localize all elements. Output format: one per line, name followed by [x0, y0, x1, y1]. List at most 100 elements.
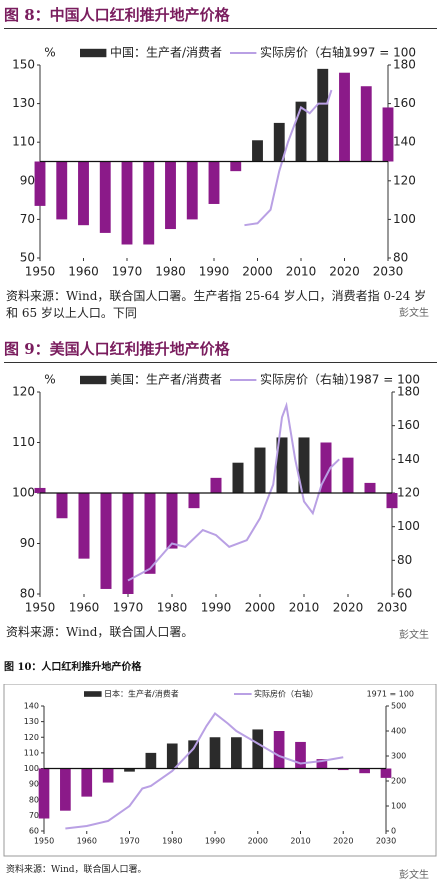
bar: [295, 741, 306, 769]
y-tick-label: 110: [12, 435, 35, 449]
x-tick-label: 2000: [245, 601, 276, 615]
x-tick-label: 1950: [25, 265, 56, 279]
chart: 60 70 80 90 100 110 120 130 140 0 100 200 300 400 500 1…: [3, 684, 437, 857]
y2-tick-label: 500: [391, 702, 406, 711]
x-tick-label: 1960: [69, 601, 100, 615]
bar: [145, 752, 157, 769]
y2-tick-label: 120: [397, 486, 420, 500]
bar: [144, 493, 156, 574]
bar: [360, 86, 372, 162]
legend-label: 实际房价（右轴）: [260, 45, 356, 60]
bar: [166, 743, 178, 769]
bar: [273, 731, 285, 769]
bar: [320, 442, 332, 493]
bar: [295, 101, 307, 162]
legend-swatch: [80, 375, 107, 385]
bar: [124, 768, 135, 772]
source-note: 资料来源：Wind，联合国人口署。生产者指 25-64 岁人口，消费者指 0-2…: [6, 289, 427, 321]
bar: [252, 729, 264, 769]
y2-tick-label: 180: [393, 58, 416, 72]
y-tick-label: 150: [12, 58, 35, 72]
y-tick-label: 130: [12, 96, 35, 110]
chart: 50 70 90 110 130 150 80 100 120 140 160 180 1950 1960…: [12, 45, 416, 279]
y-tick-label: 140: [24, 702, 39, 711]
bar: [60, 768, 71, 811]
bar: [380, 768, 392, 778]
y-tick-label: 90: [20, 536, 35, 550]
bar: [143, 161, 155, 245]
bar: [166, 493, 178, 549]
bar: [81, 768, 93, 797]
bar: [382, 107, 394, 162]
bar: [209, 737, 221, 769]
x-tick-label: 2020: [329, 265, 360, 279]
y-axis-label: %: [44, 46, 55, 60]
bar: [359, 768, 370, 774]
bar: [298, 437, 310, 493]
bar: [386, 493, 398, 509]
y-tick-label: 90: [20, 173, 35, 187]
legend-label: 日本：生产者/消费者: [104, 689, 179, 699]
x-tick-label: 2000: [248, 837, 268, 846]
y-tick-label: 110: [24, 748, 39, 757]
chart-title: 图 10：人口红利推升地产价格: [4, 662, 142, 673]
x-tick-label: 1950: [25, 601, 56, 615]
bar: [231, 737, 242, 769]
line: [127, 401, 340, 582]
y2-tick-label: 140: [397, 452, 420, 466]
watermark: 彭文生: [399, 630, 429, 641]
bar: [38, 768, 50, 819]
base-note: 1997 = 100: [345, 46, 416, 60]
base-note: 1971 = 100: [367, 690, 414, 699]
y2-tick-label: 120: [393, 173, 416, 187]
bar: [188, 493, 200, 509]
bar: [230, 161, 242, 172]
x-tick-label: 2010: [289, 601, 320, 615]
x-tick-label: 2020: [333, 601, 364, 615]
bar: [232, 462, 244, 493]
x-tick-label: 1990: [201, 601, 232, 615]
legend-label: 实际房价（右轴）: [254, 689, 318, 699]
bar: [78, 493, 90, 559]
legend-label: 中国：生产者/消费者: [110, 45, 222, 60]
legend-label: 美国：生产者/消费者: [110, 373, 222, 387]
y2-tick-label: 400: [391, 727, 406, 736]
base-note: 1987 = 100: [349, 373, 420, 387]
bar: [364, 482, 376, 493]
y-tick-label: 80: [29, 795, 39, 804]
x-tick-label: 2030: [376, 837, 396, 846]
y2-tick-label: 200: [391, 777, 406, 786]
y-tick-label: 100: [24, 764, 39, 773]
bar: [210, 477, 222, 493]
bar: [78, 161, 89, 226]
watermark: 彭文生: [399, 308, 429, 319]
y2-tick-label: 100: [393, 212, 416, 226]
bar: [342, 457, 354, 493]
y2-tick-label: 300: [391, 752, 406, 761]
y2-tick-label: 180: [397, 385, 420, 399]
source-note: 资料来源：Wind，联合国人口署。: [6, 625, 194, 639]
y2-tick-label: 100: [397, 519, 420, 533]
line: [244, 89, 333, 227]
frame: [3, 684, 437, 857]
chart-title: 图 9：美国人口红利推升地产价格: [4, 338, 437, 363]
bar: [273, 122, 285, 162]
x-tick-label: 2020: [333, 837, 353, 846]
y-tick-label: 70: [20, 212, 35, 226]
bar: [339, 72, 350, 162]
y2-tick-label: 80: [393, 251, 408, 265]
y-tick-label: 100: [12, 486, 35, 500]
y2-tick-label: 100: [391, 802, 406, 811]
bar: [337, 768, 349, 771]
bar: [99, 161, 111, 233]
x-tick-label: 2010: [286, 265, 317, 279]
bar: [165, 161, 176, 230]
watermark: 彭文生: [399, 870, 429, 881]
bar: [208, 161, 220, 204]
y-tick-label: 120: [24, 733, 39, 742]
y2-tick-label: 160: [397, 418, 420, 432]
bar: [252, 140, 263, 162]
y-tick-label: 70: [29, 811, 39, 820]
bar: [188, 740, 199, 769]
